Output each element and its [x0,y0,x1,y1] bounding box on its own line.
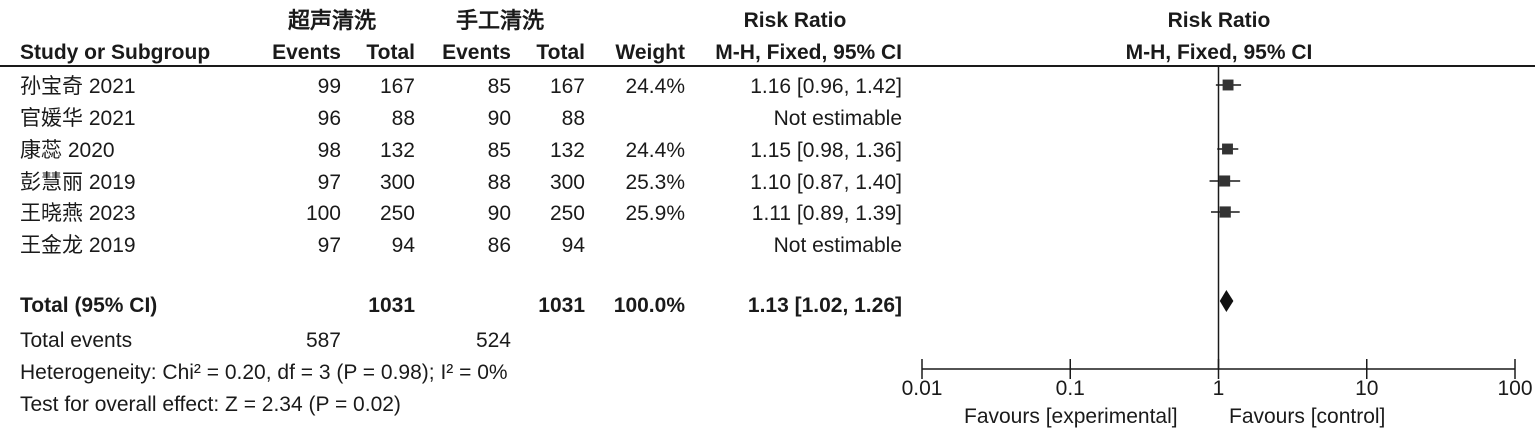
heterogeneity-text: Heterogeneity: Chi² = 0.20, df = 3 (P = … [20,361,508,384]
total2-cell: 88 [561,107,585,130]
total-ci: 1.13 [1.02, 1.26] [747,294,902,317]
ci-cell: 1.16 [0.96, 1.42] [750,75,902,98]
events2-cell: 85 [487,75,511,98]
events1-cell: 97 [317,234,341,257]
ci-cell: Not estimable [773,234,902,257]
ci-cell: Not estimable [773,107,902,130]
events1-cell: 96 [317,107,341,130]
total2-cell: 250 [549,202,585,225]
events2-cell: 85 [487,139,511,162]
total1-cell: 300 [379,171,415,194]
study-name: 孙宝奇 2021 [20,75,136,98]
total2-header: Total [536,41,585,64]
weight-cell: 24.4% [625,75,685,98]
total-events1: 587 [305,329,341,352]
total1-sum: 1031 [368,294,415,317]
events2-header: Events [442,41,511,64]
study-point-estimate [1219,206,1231,218]
rr-title-right: Risk Ratio [1167,9,1271,32]
rr-title-left: Risk Ratio [743,9,847,32]
events1-header: Events [272,41,341,64]
total1-cell: 88 [391,107,415,130]
total1-cell: 250 [379,202,415,225]
events1-cell: 97 [317,171,341,194]
pooled-estimate-diamond [1219,290,1234,312]
ci-cell: 1.15 [0.98, 1.36] [750,139,902,162]
control-group-header: 手工清洗 [455,8,544,33]
study-name: 官媛华 2021 [20,107,136,130]
weight-header: Weight [615,41,685,64]
ci-cell: 1.11 [0.89, 1.39] [751,202,902,225]
total2-cell: 94 [561,234,585,257]
x-axis-tick-label: 100 [1497,377,1532,400]
events1-cell: 98 [317,139,341,162]
method-header-right: M-H, Fixed, 95% CI [1125,41,1313,64]
total2-cell: 167 [549,75,585,98]
total2-sum: 1031 [538,294,585,317]
events2-cell: 86 [487,234,511,257]
total1-cell: 94 [391,234,415,257]
total2-cell: 132 [549,139,585,162]
weight-cell: 24.4% [625,139,685,162]
study-name: 王金龙 2019 [20,234,136,257]
events1-cell: 100 [305,202,341,225]
x-axis-tick-label: 10 [1355,377,1378,400]
study-name: 王晓燕 2023 [20,202,136,225]
events2-cell: 88 [487,171,511,194]
events2-cell: 90 [487,107,511,130]
ci-cell: 1.10 [0.87, 1.40] [750,171,902,194]
favours-control-label: Favours [control] [1229,405,1386,428]
experimental-group-header: 超声清洗 [287,8,376,33]
study-point-estimate [1219,175,1231,187]
weight-cell: 25.3% [625,171,685,194]
weight-cell: 25.9% [625,202,685,225]
total-weight: 100.0% [613,294,685,317]
x-axis-tick-label: 0.1 [1056,377,1085,400]
total2-cell: 300 [549,171,585,194]
study-column-header: Study or Subgroup [20,41,211,64]
study-name: 康蕊 2020 [20,139,115,162]
total1-cell: 167 [379,75,415,98]
study-point-estimate [1222,79,1234,91]
overall-effect-text: Test for overall effect: Z = 2.34 (P = 0… [20,393,401,416]
events2-cell: 90 [487,202,511,225]
x-axis-tick-label: 1 [1213,377,1225,400]
study-point-estimate [1222,143,1233,155]
total1-cell: 132 [379,139,415,162]
study-name: 彭慧丽 2019 [20,171,136,194]
favours-experimental-label: Favours [experimental] [964,405,1178,428]
x-axis-tick-label: 0.01 [902,377,943,400]
total-events2: 524 [475,329,511,352]
total1-header: Total [366,41,415,64]
total-events-label: Total events [20,329,133,352]
method-header-left: M-H, Fixed, 95% CI [715,41,902,64]
events1-cell: 99 [317,75,341,98]
total-label: Total (95% CI) [20,294,158,317]
